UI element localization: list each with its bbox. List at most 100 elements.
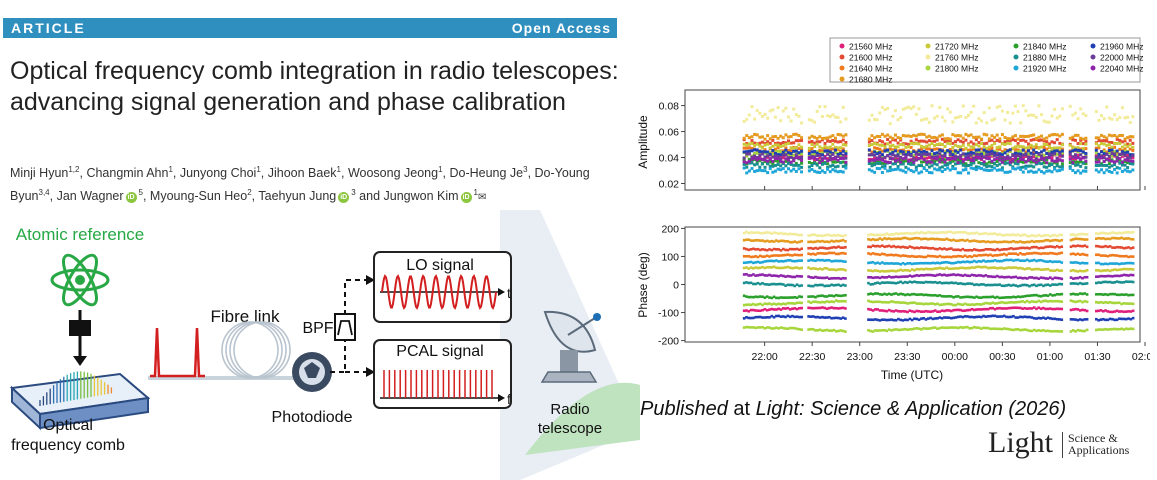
amplitude-point: [964, 152, 968, 156]
amplitude-point: [982, 152, 986, 156]
email-icon[interactable]: ✉: [478, 192, 487, 204]
phase-point: [922, 310, 925, 313]
author-name[interactable]: Taehyun Jung: [258, 189, 337, 204]
amplitude-point: [946, 166, 950, 170]
phase-point: [1104, 237, 1107, 241]
amplitude-point: [1058, 154, 1062, 158]
phase-point: [784, 327, 787, 330]
amplitude-point: [974, 148, 978, 152]
phase-point: [880, 328, 884, 332]
amplitude-point: [1013, 156, 1017, 160]
phase-point: [777, 232, 780, 235]
phase-point: [758, 273, 762, 277]
amplitude-point: [1011, 165, 1015, 169]
orcid-icon[interactable]: iD: [460, 191, 472, 203]
phase-point: [1115, 254, 1119, 257]
phase-point: [920, 310, 923, 314]
amplitude-point: [1115, 157, 1119, 161]
phase-point: [1055, 238, 1059, 242]
phase-point: [867, 281, 870, 285]
phase-point: [828, 259, 831, 262]
phase-point: [940, 294, 944, 298]
phase-point: [1051, 245, 1054, 249]
phase-point: [791, 301, 794, 305]
phase-point: [1076, 328, 1080, 332]
phase-point: [837, 276, 840, 280]
phase-point: [970, 239, 974, 243]
author-name[interactable]: Myoung-Sun Heo: [149, 189, 248, 204]
phase-point: [950, 273, 953, 277]
phase-point: [1048, 284, 1052, 287]
amplitude-point: [922, 167, 926, 171]
amplitude-point: [951, 154, 955, 158]
phase-point: [752, 316, 755, 320]
amplitude-point: [836, 133, 840, 137]
amplitude-point: [784, 164, 788, 168]
phase-point: [1009, 300, 1013, 304]
phase-point: [786, 314, 790, 318]
author-name[interactable]: Jihoon Baek: [267, 166, 337, 181]
phase-point: [1007, 283, 1011, 287]
phase-point: [915, 262, 919, 265]
amplitude-point: [893, 167, 897, 171]
orcid-icon[interactable]: iD: [125, 191, 137, 203]
author-name[interactable]: Changmin Ahn: [86, 166, 169, 181]
author-name[interactable]: Jungwon Kim: [383, 189, 459, 204]
phase-point: [1035, 317, 1038, 320]
phase-point: [991, 301, 995, 305]
phase-point: [1085, 238, 1089, 241]
phase-point: [878, 237, 882, 240]
phase-point: [878, 233, 882, 237]
phase-point: [1076, 270, 1080, 273]
phase-point: [959, 230, 962, 234]
phase-point: [968, 308, 972, 312]
phase-point: [768, 231, 771, 234]
phase-point: [1122, 280, 1126, 284]
amplitude-point: [899, 168, 903, 172]
phase-point: [1060, 238, 1064, 242]
phase-point: [798, 253, 801, 257]
phase-point: [761, 231, 764, 235]
phase-point: [1129, 237, 1133, 241]
phase-point: [998, 275, 1001, 279]
phase-point: [758, 254, 762, 258]
phase-point: [1042, 259, 1045, 263]
phase-point: [1023, 276, 1027, 280]
phase-point: [1000, 266, 1004, 270]
phase-point: [844, 300, 847, 303]
amplitude-point: [1026, 155, 1030, 159]
phase-point: [1030, 283, 1034, 287]
phase-point: [800, 328, 803, 332]
phase-point: [781, 315, 785, 318]
orcid-icon[interactable]: iD: [338, 191, 350, 203]
author-name[interactable]: Do-Young Byun: [10, 166, 590, 204]
amplitude-point: [826, 167, 830, 171]
amplitude-point: [883, 145, 887, 149]
paper-title[interactable]: Optical frequency comb integration in ra…: [10, 57, 619, 116]
phase-point: [947, 294, 951, 298]
amplitude-point: [1068, 143, 1072, 147]
phase-point: [1051, 239, 1054, 242]
phase-point: [899, 292, 902, 296]
phase-point: [816, 276, 820, 279]
phase-point: [1025, 277, 1029, 280]
author-name[interactable]: Jan Wagner: [56, 189, 124, 204]
phase-point: [1028, 276, 1031, 279]
phase-point: [933, 293, 937, 297]
amplitude-point: [935, 157, 939, 161]
phase-point: [745, 273, 748, 276]
phase-point: [1074, 300, 1077, 304]
phase-point: [784, 259, 787, 263]
amplitude-point: [922, 158, 926, 162]
phase-point: [756, 247, 760, 251]
phase-point: [770, 296, 774, 300]
phase-point: [1108, 237, 1112, 241]
author-name[interactable]: Junyong Choi: [179, 166, 257, 181]
author-name[interactable]: Woosong Jeong: [347, 166, 439, 181]
amplitude-point: [1024, 153, 1028, 157]
author-name[interactable]: Do-Heung Je: [449, 166, 524, 181]
phase-point: [1113, 274, 1117, 278]
author-name[interactable]: Minji Hyun: [10, 166, 69, 181]
phase-point: [770, 327, 774, 330]
phase-point: [924, 302, 928, 306]
